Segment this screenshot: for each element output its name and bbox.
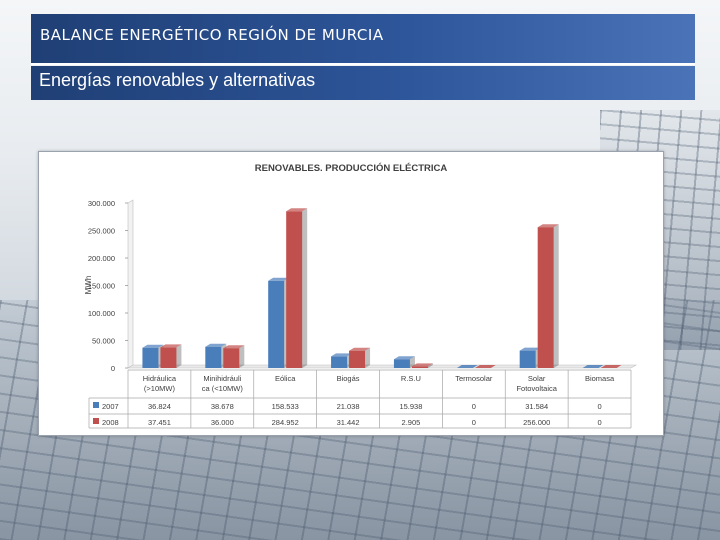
bar-2008-side bbox=[427, 363, 433, 368]
bar-2008-top bbox=[160, 344, 182, 348]
legend-label-2007: 2007 bbox=[102, 402, 119, 411]
category-label: Fotovoltaica bbox=[516, 384, 557, 393]
bar-2007 bbox=[456, 365, 478, 368]
category-label: Termosolar bbox=[455, 374, 493, 383]
slide-title-bar: BALANCE ENERGÉTICO REGIÓN DE MURCIA bbox=[31, 14, 695, 65]
data-label-2007: 0 bbox=[472, 402, 476, 411]
bar-2007-top bbox=[142, 344, 164, 348]
data-label-2008: 31.442 bbox=[337, 418, 360, 427]
bar-2007 bbox=[393, 359, 410, 368]
category-label: Minihidráuli bbox=[203, 374, 241, 383]
bar-2007-top bbox=[205, 343, 227, 347]
category-label: ca (<10MW) bbox=[202, 384, 244, 393]
category-label: Biogás bbox=[337, 374, 360, 383]
y-tick-label: 150.000 bbox=[88, 282, 115, 291]
data-label-2008: 284.952 bbox=[272, 418, 299, 427]
data-label-2008: 36.000 bbox=[211, 418, 234, 427]
bar-2007 bbox=[142, 347, 159, 368]
bar-2007-top bbox=[331, 353, 353, 357]
chart-title: RENOVABLES. PRODUCCIÓN ELÉCTRICA bbox=[255, 162, 448, 174]
chart-frame: RENOVABLES. PRODUCCIÓN ELÉCTRICA MWh 0 50.0… bbox=[38, 151, 664, 436]
category-label: R.S.U bbox=[401, 374, 421, 383]
bar-2007 bbox=[519, 350, 536, 368]
category-label: Hidráulica bbox=[143, 374, 177, 383]
y-tick-label: 300.000 bbox=[88, 199, 115, 208]
data-label-2007: 158.533 bbox=[272, 402, 299, 411]
legend-key-2008 bbox=[93, 418, 99, 424]
y-axis-wall bbox=[127, 199, 134, 369]
bar-2008 bbox=[474, 365, 496, 368]
legend-label-2008: 2008 bbox=[102, 418, 119, 427]
bar-2008-top bbox=[349, 347, 371, 351]
bar-2007-side bbox=[409, 356, 415, 368]
category-label: Biomasa bbox=[585, 374, 615, 383]
bar-2007-top bbox=[268, 277, 290, 281]
bar-2008-top bbox=[223, 345, 245, 349]
bar-2007 bbox=[205, 346, 222, 368]
bar-2008 bbox=[349, 350, 366, 368]
bar-2007 bbox=[582, 365, 604, 368]
bar-2007-top bbox=[519, 347, 541, 351]
y-axis-label: MWh bbox=[84, 276, 93, 295]
data-label-2008: 0 bbox=[597, 418, 601, 427]
category-label: (>10MW) bbox=[144, 384, 176, 393]
data-label-2008: 256.000 bbox=[523, 418, 550, 427]
slide-subtitle-bar: Energías renovables y alternativas bbox=[31, 66, 695, 100]
legend-key-2007 bbox=[93, 402, 99, 408]
data-label-2007: 15.938 bbox=[399, 402, 422, 411]
category-label: Solar bbox=[528, 374, 546, 383]
data-label-2007: 31.584 bbox=[525, 402, 548, 411]
bar-2008-side bbox=[553, 224, 559, 368]
data-label-2008: 0 bbox=[472, 418, 476, 427]
bar-2008 bbox=[223, 348, 240, 368]
data-label-2008: 37.451 bbox=[148, 418, 171, 427]
bar-2008-top bbox=[286, 208, 308, 212]
data-label-2007: 38.678 bbox=[211, 402, 234, 411]
bar-2008-top bbox=[537, 224, 559, 228]
y-tick-label: 250.000 bbox=[88, 227, 115, 236]
slide-subtitle: Energías renovables y alternativas bbox=[39, 70, 316, 90]
bar-2007 bbox=[268, 280, 285, 368]
y-tick-label: 200.000 bbox=[88, 254, 115, 263]
bar-2007 bbox=[331, 356, 348, 368]
bar-2007-top bbox=[393, 356, 415, 360]
slide-title: BALANCE ENERGÉTICO REGIÓN DE MURCIA bbox=[40, 26, 384, 44]
bar-2008-top bbox=[411, 363, 433, 367]
bar-2008-side bbox=[365, 347, 371, 368]
renewables-bar-chart: RENOVABLES. PRODUCCIÓN ELÉCTRICA MWh 0 50.0… bbox=[84, 162, 638, 429]
y-tick-label: 0 bbox=[111, 364, 115, 373]
bar-2008 bbox=[286, 211, 303, 368]
y-tick-label: 50.000 bbox=[92, 337, 115, 346]
bar-2008-side bbox=[176, 344, 182, 368]
bar-2008 bbox=[537, 227, 554, 368]
chart-floor bbox=[126, 364, 638, 369]
data-label-2008: 2.905 bbox=[402, 418, 421, 427]
bar-2008 bbox=[411, 366, 428, 368]
data-label-2007: 36.824 bbox=[148, 402, 171, 411]
bar-2008 bbox=[600, 365, 622, 368]
bar-2008 bbox=[160, 347, 177, 368]
bar-2008-side bbox=[239, 345, 245, 368]
y-tick-label: 100.000 bbox=[88, 309, 115, 318]
category-label: Eólica bbox=[275, 374, 296, 383]
data-label-2007: 21.038 bbox=[337, 402, 360, 411]
bar-2008-side bbox=[302, 208, 308, 368]
data-label-2007: 0 bbox=[597, 402, 601, 411]
